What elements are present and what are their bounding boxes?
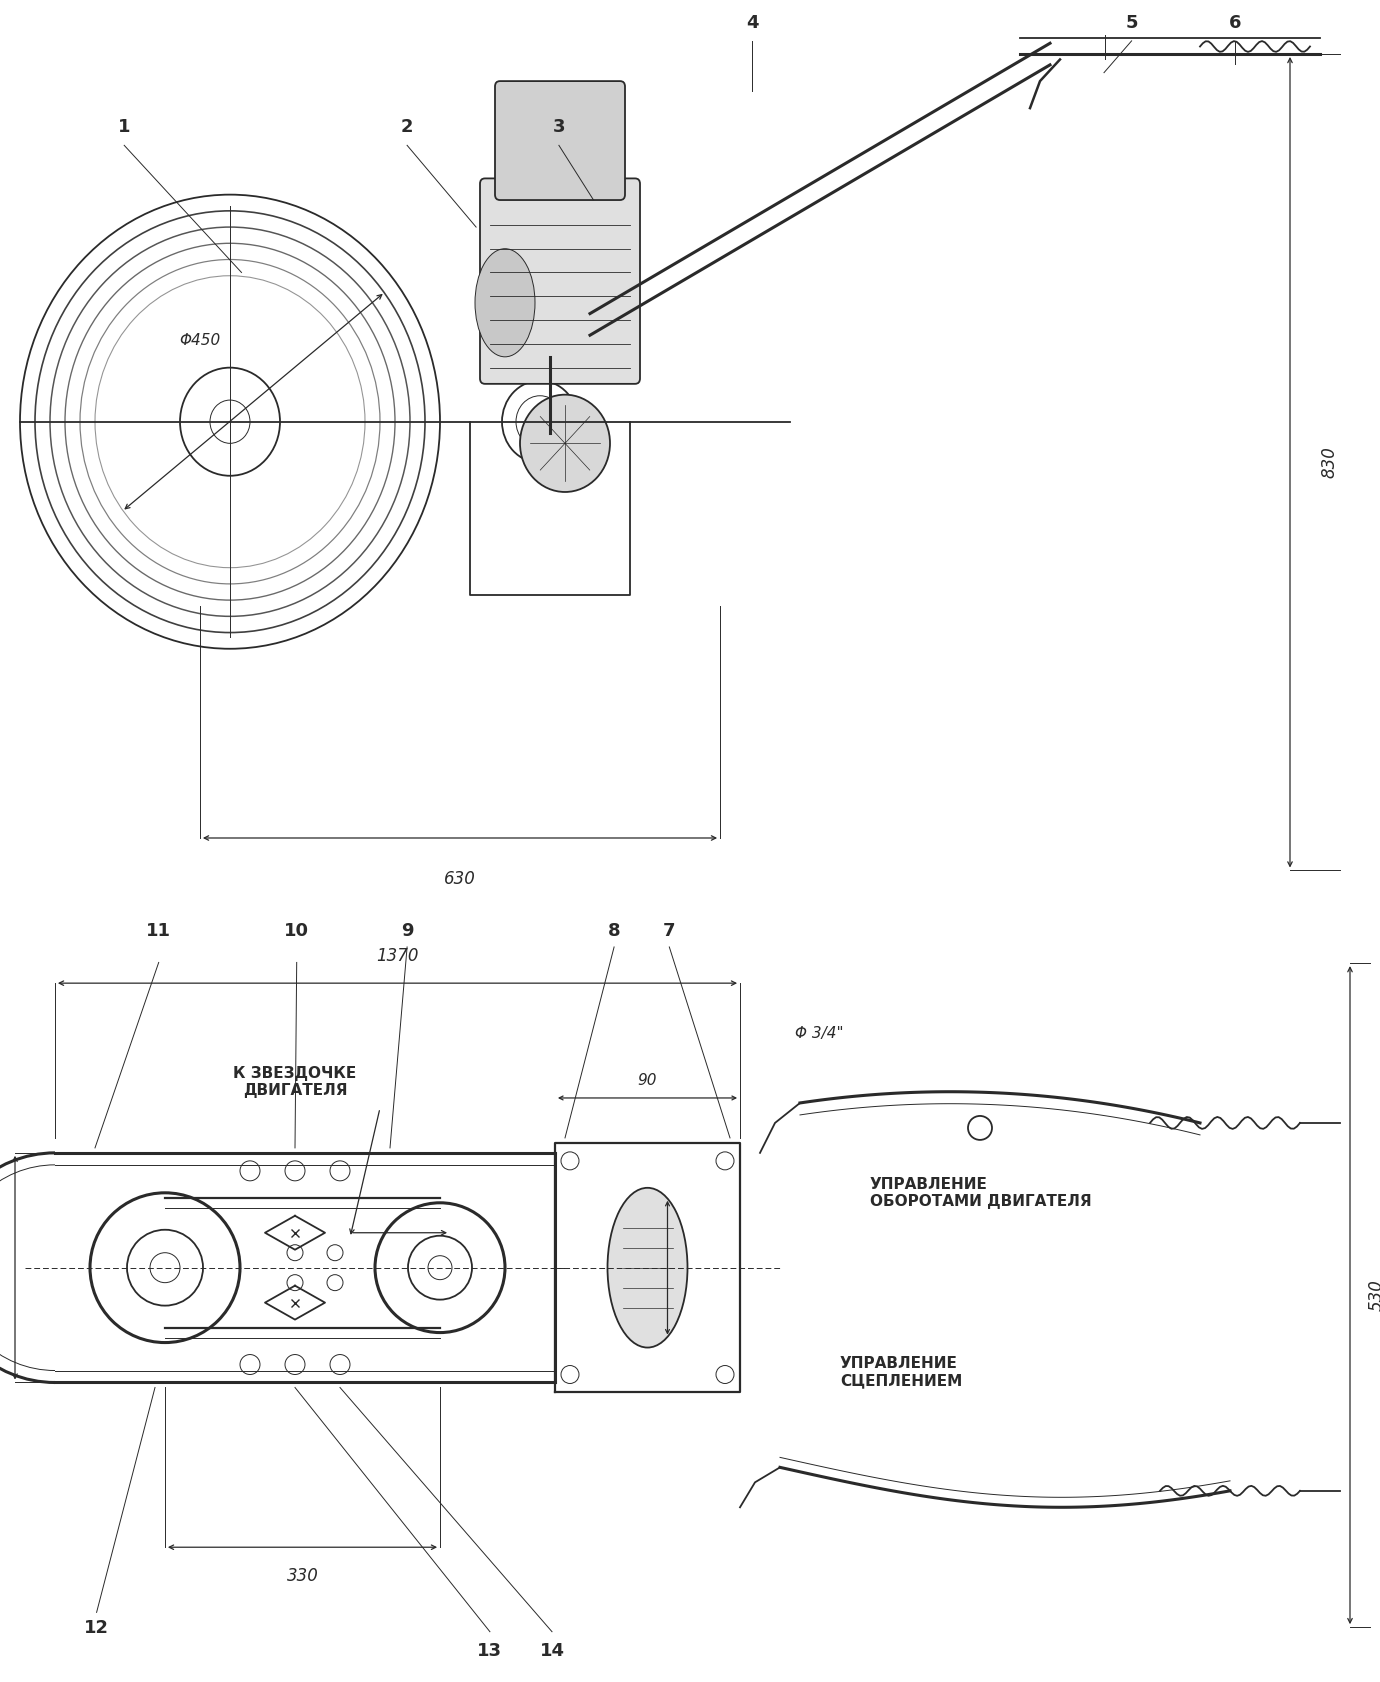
Text: 5: 5 bbox=[1125, 13, 1138, 32]
Text: 12: 12 bbox=[84, 1618, 109, 1637]
Text: 330: 330 bbox=[287, 1568, 319, 1584]
Text: УПРАВЛЕНИЕ
ОБОРОТАМИ ДВИГАТЕЛЯ: УПРАВЛЕНИЕ ОБОРОТАМИ ДВИГАТЕЛЯ bbox=[869, 1177, 1092, 1209]
Circle shape bbox=[240, 1161, 259, 1181]
Circle shape bbox=[330, 1354, 351, 1374]
Circle shape bbox=[562, 1366, 580, 1384]
Circle shape bbox=[286, 1161, 305, 1181]
Circle shape bbox=[330, 1161, 351, 1181]
FancyBboxPatch shape bbox=[495, 81, 625, 200]
Text: 6: 6 bbox=[1228, 13, 1242, 32]
Text: 630: 630 bbox=[444, 871, 476, 888]
Circle shape bbox=[286, 1354, 305, 1374]
Ellipse shape bbox=[607, 1187, 687, 1347]
Text: К ЗВЕЗДОЧКЕ
ДВИГАТЕЛЯ: К ЗВЕЗДОЧКЕ ДВИГАТЕЛЯ bbox=[233, 1066, 356, 1098]
Text: 1: 1 bbox=[117, 118, 131, 136]
Text: 14: 14 bbox=[540, 1642, 564, 1660]
Circle shape bbox=[240, 1354, 259, 1374]
Text: 10: 10 bbox=[284, 922, 309, 940]
Circle shape bbox=[562, 1152, 580, 1171]
Circle shape bbox=[287, 1275, 304, 1290]
Text: 210: 210 bbox=[0, 1251, 3, 1283]
Text: 90: 90 bbox=[638, 1073, 657, 1088]
Circle shape bbox=[716, 1152, 734, 1171]
Text: 9: 9 bbox=[400, 922, 414, 940]
Circle shape bbox=[520, 395, 610, 493]
Text: Φ450: Φ450 bbox=[179, 333, 221, 348]
Circle shape bbox=[287, 1245, 304, 1262]
Text: 1370: 1370 bbox=[377, 947, 418, 965]
Text: 11: 11 bbox=[146, 922, 171, 940]
Circle shape bbox=[327, 1245, 344, 1262]
Circle shape bbox=[716, 1366, 734, 1384]
FancyBboxPatch shape bbox=[480, 178, 640, 383]
Circle shape bbox=[967, 1115, 992, 1140]
Text: 7: 7 bbox=[662, 922, 676, 940]
Text: 2: 2 bbox=[400, 118, 414, 136]
Text: 13: 13 bbox=[477, 1642, 502, 1660]
Text: 8: 8 bbox=[607, 922, 621, 940]
Text: УПРАВЛЕНИЕ
СЦЕПЛЕНИЕМ: УПРАВЛЕНИЕ СЦЕПЛЕНИЕМ bbox=[840, 1356, 962, 1389]
Circle shape bbox=[327, 1275, 344, 1290]
Text: 830: 830 bbox=[1321, 446, 1339, 478]
Text: 4: 4 bbox=[745, 13, 759, 32]
Text: 530: 530 bbox=[1368, 1280, 1380, 1310]
Ellipse shape bbox=[475, 249, 535, 357]
Text: 3: 3 bbox=[552, 118, 566, 136]
Text: Φ 3/4": Φ 3/4" bbox=[795, 1026, 843, 1041]
